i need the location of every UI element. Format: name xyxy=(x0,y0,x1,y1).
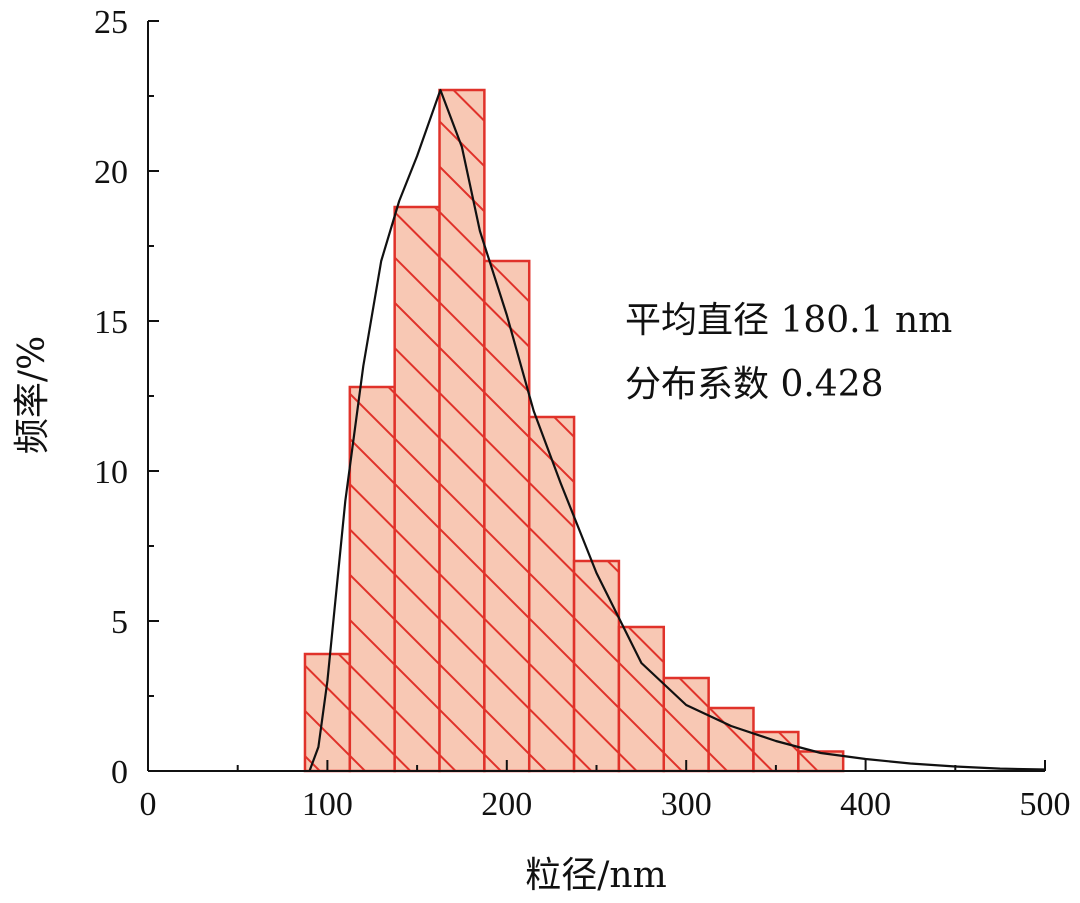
x-tick-label-100: 100 xyxy=(302,786,353,823)
annotation-distribution-coefficient: 分布系数 0.428 xyxy=(625,364,884,405)
x-tick-label-200: 200 xyxy=(481,786,532,823)
bar-4 xyxy=(438,88,486,773)
y-tick-label-5: 5 xyxy=(111,604,128,641)
y-tick-label-20: 20 xyxy=(94,154,128,191)
annotation-mean-diameter: 平均直径 180.1 nm xyxy=(625,300,952,341)
y-tick-label-25: 25 xyxy=(94,4,128,41)
histogram-bars xyxy=(303,88,845,773)
y-tick-label-15: 15 xyxy=(94,304,128,341)
y-axis-title: 频率/% xyxy=(12,336,53,454)
bar-9 xyxy=(662,676,710,773)
axes xyxy=(147,20,1046,772)
fit-curve-group xyxy=(308,88,1046,772)
tick-labels: 0 100 200 300 400 500 0 5 10 15 20 25 xyxy=(94,4,1071,823)
bar-7 xyxy=(572,559,621,773)
bar-8 xyxy=(617,625,666,773)
x-axis-title: 粒径/nm xyxy=(525,855,666,896)
y-tick-label-0: 0 xyxy=(111,754,128,791)
bar-2 xyxy=(348,385,396,773)
x-tick-label-400: 400 xyxy=(840,786,891,823)
x-tick-label-0: 0 xyxy=(140,786,157,823)
bar-3 xyxy=(393,205,441,773)
x-tick-label-300: 300 xyxy=(661,786,712,823)
x-tick-label-500: 500 xyxy=(1020,786,1071,823)
bar-6 xyxy=(527,415,576,773)
fit-curve-line xyxy=(308,88,1046,772)
bar-5 xyxy=(483,259,531,773)
y-tick-label-10: 10 xyxy=(94,454,128,491)
